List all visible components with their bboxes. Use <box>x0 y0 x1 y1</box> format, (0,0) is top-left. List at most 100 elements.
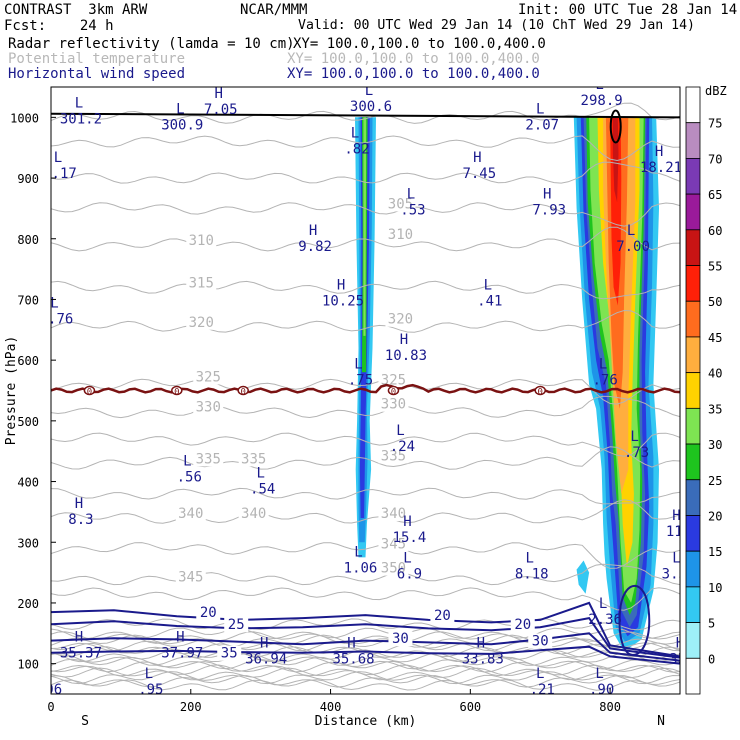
colorbar-level-15: 15 <box>708 545 722 559</box>
y-tick-label-200: 200 <box>17 597 39 611</box>
zero-isotherm-label-4: 0 <box>538 388 543 398</box>
colorbar-swatch-0 <box>685 657 701 695</box>
zero-isotherm-marker-1 <box>171 385 183 396</box>
extremum-marker-26: H <box>337 277 345 293</box>
theta-label-6: 325 <box>196 369 221 385</box>
main-band-fill-5dbz-1 <box>576 560 590 594</box>
y-tick-label-700: 700 <box>17 293 39 307</box>
colorbar-swatch-6 <box>685 443 701 481</box>
extremum-marker-11: L <box>403 551 411 567</box>
extremum-value-29: 7.00 <box>616 239 650 255</box>
theta-label-0: 345 <box>178 570 203 586</box>
colorbar-swatch-2 <box>685 586 701 623</box>
extremum-marker-37: L <box>176 101 184 117</box>
extremum-value-14: 3.36 <box>662 567 696 583</box>
extremum-marker-15: H <box>75 496 83 512</box>
extremum-marker-10: L <box>354 544 362 560</box>
theta-contour-13 <box>51 631 680 644</box>
extremum-value-6: 36.94 <box>245 652 287 668</box>
extremum-value-7: 35.68 <box>332 652 374 668</box>
colorbar-swatch-13 <box>685 193 701 231</box>
theta-label-bg-5 <box>193 399 224 415</box>
wind-contour-35 <box>51 645 680 665</box>
extremum-value-36: 301.2 <box>60 111 102 127</box>
y-tick-label-400: 400 <box>17 476 39 490</box>
theta-label-bg-18 <box>385 196 416 212</box>
theta-label-10: 350 <box>381 561 406 577</box>
theta-label-bg-9 <box>186 232 217 248</box>
wind-label-bg-0 <box>217 645 242 661</box>
colorbar-level-60: 60 <box>708 224 722 238</box>
extremum-value-20: .24 <box>390 439 415 455</box>
extremum-marker-0: L <box>43 666 51 682</box>
y-tick-label-300: 300 <box>17 536 39 550</box>
model-title: CONTRAST 3km ARW <box>4 2 148 18</box>
colorbar-swatch-8 <box>685 372 701 409</box>
jet-core-contour <box>618 585 651 656</box>
theta-contour-20 <box>51 487 680 505</box>
extremum-marker-13: L <box>599 596 607 612</box>
extremum-value-23: .76 <box>592 372 617 388</box>
extremum-marker-21: L <box>630 429 638 445</box>
theta-label-5: 330 <box>196 400 221 416</box>
wind-label-0: 35 <box>221 646 238 662</box>
extremum-marker-24: H <box>400 332 408 348</box>
colorbar-level-45: 45 <box>708 331 722 345</box>
extremum-marker-38: H <box>215 86 223 102</box>
theta-label-bg-15 <box>378 372 409 388</box>
theta-label-bg-4 <box>238 451 269 467</box>
wind-label-bg-2 <box>528 633 553 649</box>
wind-contour-25 <box>51 616 680 659</box>
zero-isotherm-label-2: 0 <box>240 388 245 398</box>
extremum-value-15: 8.3 <box>68 512 93 528</box>
extremum-value-9: 35. <box>669 652 694 668</box>
extremum-value-1: .95 <box>138 682 163 698</box>
theta-contour-10 <box>51 642 680 655</box>
theta-contour-16 <box>51 587 680 611</box>
colorbar-level-65: 65 <box>708 188 722 202</box>
colorbar-level-75: 75 <box>708 117 722 131</box>
extremum-value-10: 1.06 <box>344 560 378 576</box>
extremum-marker-34: H <box>655 144 663 160</box>
extremum-marker-32: L <box>54 150 62 166</box>
zero-isotherm-label-0: 0 <box>87 388 92 398</box>
y-tick-label-800: 800 <box>17 233 39 247</box>
theta-label-bg-7 <box>186 314 217 330</box>
theta-contour-17 <box>51 563 680 586</box>
wind-label-4: 20 <box>200 605 217 621</box>
extremum-value-19: .54 <box>250 482 275 498</box>
extremum-marker-30: L <box>407 186 415 202</box>
theta-label-bg-6 <box>193 369 224 385</box>
theta-label-bg-11 <box>378 536 409 552</box>
extremum-value-11: 6.9 <box>397 567 422 583</box>
extremum-value-34: 18.21 <box>640 160 682 176</box>
theta-contour-25 <box>51 309 680 333</box>
theta-label-1: 340 <box>178 506 203 522</box>
extremum-value-8: 33.83 <box>462 652 504 668</box>
theta-contour-1 <box>51 675 680 688</box>
extremum-value-16: 15.4 <box>393 530 427 546</box>
colorbar-swatch-10 <box>685 300 701 338</box>
zero-isotherm-label-1: 0 <box>174 388 179 398</box>
extremum-marker-17: H <box>672 508 680 524</box>
theta-contour-24 <box>51 378 680 405</box>
theta-contour-26 <box>51 280 680 300</box>
theta-label-bg-1 <box>175 505 206 521</box>
y-tick-label-600: 600 <box>17 354 39 368</box>
extremum-marker-2: L <box>536 666 544 682</box>
theta-contour-31 <box>51 102 680 124</box>
theta-label-bg-13 <box>378 448 409 464</box>
extremum-value-17: 11. <box>666 524 691 540</box>
narrow-band-fill-30dbz-4 <box>363 117 367 336</box>
wind-label-bg-4 <box>196 605 221 621</box>
theta-contour-29 <box>51 161 680 184</box>
field-theta-xy: XY= 100.0,100.0 to 100.0,400.0 <box>287 51 540 67</box>
theta-contour-4 <box>51 664 680 677</box>
extremum-marker-18: L <box>183 453 191 469</box>
colorbar-swatch-14 <box>685 158 701 195</box>
extremum-marker-9: H <box>676 636 684 652</box>
extremum-value-41: 298.9 <box>581 93 623 109</box>
extremum-marker-6: H <box>260 636 268 652</box>
x-tick-label-400: 400 <box>320 700 342 714</box>
